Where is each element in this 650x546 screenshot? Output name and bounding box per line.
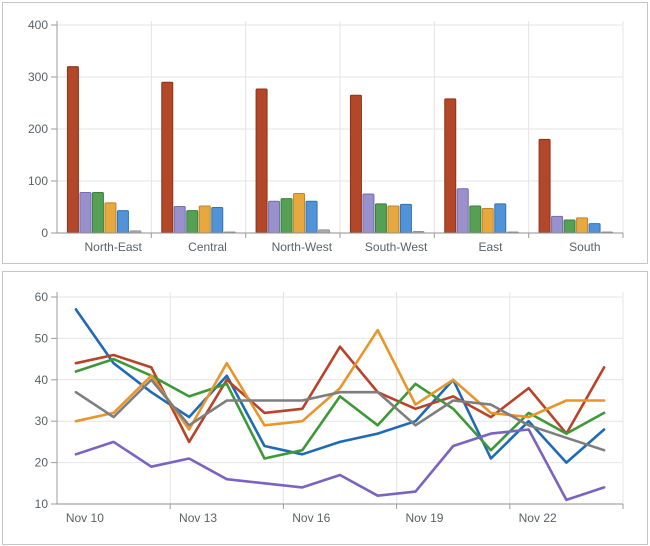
line-chart[interactable]: 10 20 30 40 50 60 Nov 10 Nov 13 Nov 16 Nov 19 Nov … — [3, 272, 647, 542]
y-axis-label: 10 — [35, 497, 49, 511]
y-axis-label: 30 — [35, 414, 49, 428]
y-axis-label: 200 — [28, 122, 48, 136]
line-series-blue[interactable] — [74, 308, 606, 464]
bar-chart-panel: 0 100 200 300 400 North-East Central North-West… — [2, 2, 648, 264]
bar[interactable] — [198, 205, 211, 234]
x-axis-label: South — [569, 240, 600, 254]
bar[interactable] — [494, 203, 507, 234]
x-axis-label: Nov 13 — [179, 511, 217, 525]
bar[interactable] — [481, 208, 494, 234]
bar[interactable] — [588, 223, 601, 234]
bar[interactable] — [255, 88, 268, 234]
y-axis-label: 400 — [28, 18, 48, 32]
line-chart-panel: 10 20 30 40 50 60 Nov 10 Nov 13 Nov 16 Nov 19 Nov … — [2, 271, 648, 545]
bar-chart[interactable]: 0 100 200 300 400 North-East Central North-West… — [3, 3, 647, 261]
y-axis-label: 40 — [35, 373, 49, 387]
bar[interactable] — [268, 200, 281, 234]
bar[interactable] — [79, 191, 92, 234]
x-axis-label: Nov 19 — [405, 511, 443, 525]
x-axis-label: North-East — [84, 240, 142, 254]
bar[interactable] — [305, 200, 318, 234]
bar[interactable] — [399, 203, 412, 234]
line-series-purple[interactable] — [74, 428, 606, 502]
x-axis-label: North-West — [272, 240, 333, 254]
x-axis-label: Nov 22 — [519, 511, 557, 525]
bar[interactable] — [116, 210, 129, 234]
bar[interactable] — [161, 81, 174, 234]
bar[interactable] — [104, 202, 117, 234]
bar[interactable] — [186, 210, 199, 234]
bar[interactable] — [211, 207, 224, 234]
y-axis-label: 300 — [28, 70, 48, 84]
bar[interactable] — [362, 193, 375, 234]
y-axis-label: 50 — [35, 331, 49, 345]
x-axis-label: Nov 10 — [66, 511, 104, 525]
bar[interactable] — [538, 138, 551, 234]
y-axis-label: 100 — [28, 174, 48, 188]
bar[interactable] — [456, 188, 469, 234]
bar[interactable] — [66, 66, 79, 234]
x-axis-label: South-West — [365, 240, 428, 254]
x-axis-label: Nov 16 — [292, 511, 330, 525]
y-axis-label: 60 — [35, 290, 49, 304]
bar[interactable] — [387, 205, 400, 234]
bar[interactable] — [173, 205, 186, 234]
bar[interactable] — [469, 205, 482, 234]
bar[interactable] — [293, 192, 306, 234]
y-axis-label: 20 — [35, 456, 49, 470]
bar[interactable] — [576, 217, 589, 234]
line-series-gray[interactable] — [74, 378, 606, 452]
bar[interactable] — [444, 98, 457, 234]
bar[interactable] — [91, 191, 104, 234]
y-axis-label: 0 — [41, 226, 48, 240]
bar[interactable] — [563, 219, 576, 234]
line-series-green[interactable] — [74, 357, 606, 460]
bar[interactable] — [280, 198, 293, 234]
bar[interactable] — [551, 215, 564, 234]
bar[interactable] — [349, 94, 362, 234]
x-axis-label: East — [478, 240, 503, 254]
x-axis-label: Central — [188, 240, 227, 254]
bar[interactable] — [374, 203, 387, 234]
